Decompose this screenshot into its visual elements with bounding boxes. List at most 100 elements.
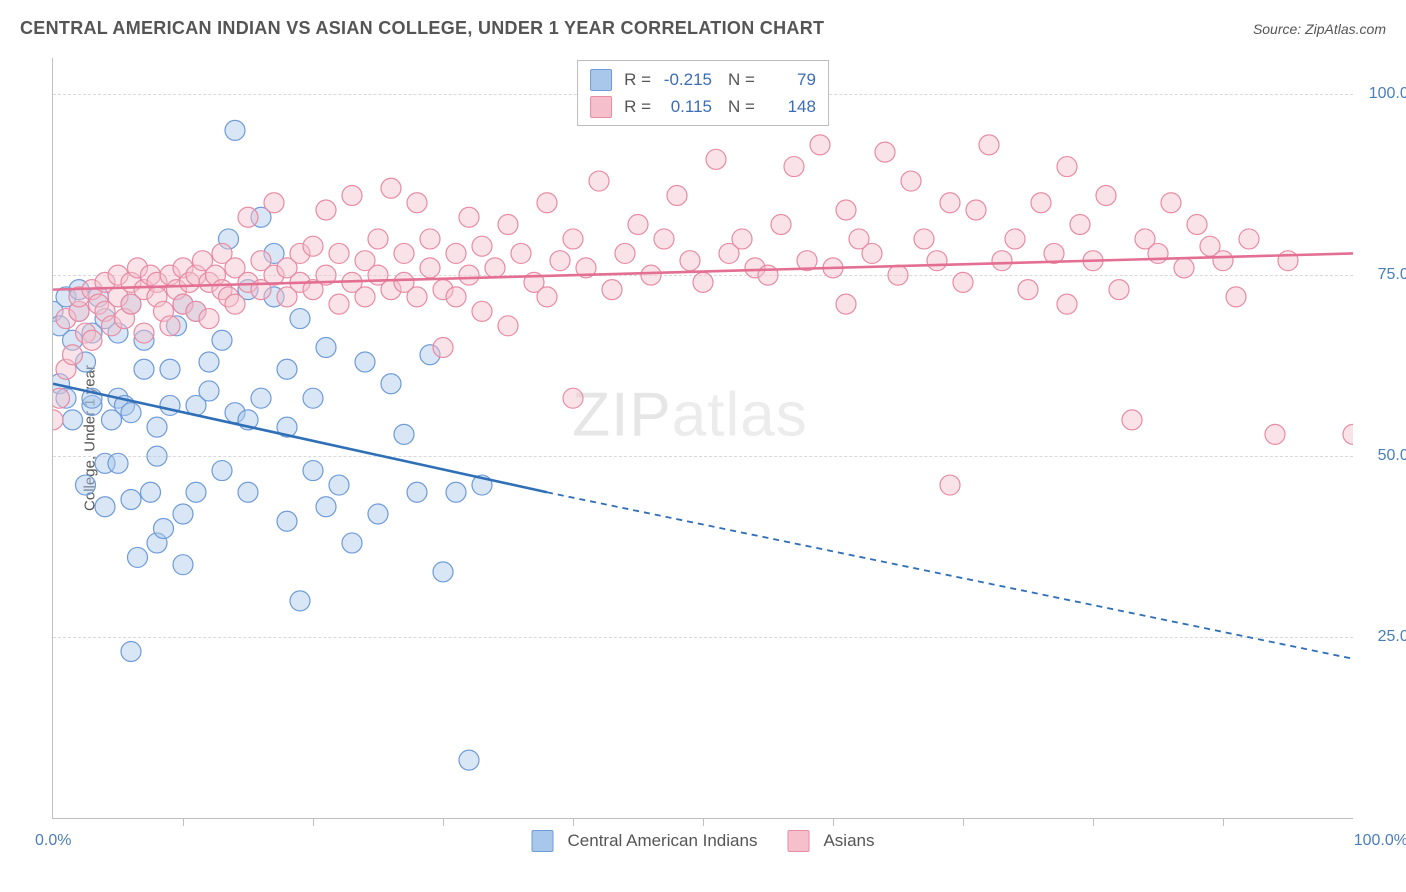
data-point	[537, 193, 557, 213]
data-point	[1057, 294, 1077, 314]
data-point	[1265, 424, 1285, 444]
data-point	[407, 287, 427, 307]
data-point	[407, 193, 427, 213]
data-point	[199, 352, 219, 372]
data-point	[160, 395, 180, 415]
regression-line-extrapolated	[547, 492, 1353, 658]
y-tick-label: 50.0%	[1363, 447, 1406, 465]
r-value: -0.215	[657, 66, 712, 93]
data-point	[238, 207, 258, 227]
data-point	[303, 236, 323, 256]
data-point	[1070, 214, 1090, 234]
data-point	[875, 142, 895, 162]
correlation-legend: R = -0.215 N = 79 R = 0.115 N = 148	[577, 60, 829, 126]
data-point	[329, 243, 349, 263]
y-tick-label: 100.0%	[1363, 85, 1406, 103]
r-label: R =	[624, 93, 651, 120]
data-point	[1005, 229, 1025, 249]
data-point	[836, 200, 856, 220]
data-point	[498, 214, 518, 234]
data-point	[329, 475, 349, 495]
x-axis-max-label: 100.0%	[1354, 832, 1406, 850]
data-point	[1031, 193, 1051, 213]
data-point	[225, 294, 245, 314]
data-point	[472, 236, 492, 256]
data-point	[128, 547, 148, 567]
data-point	[537, 287, 557, 307]
data-point	[186, 482, 206, 502]
data-point	[1239, 229, 1259, 249]
data-point	[238, 482, 258, 502]
data-point	[160, 359, 180, 379]
data-point	[420, 258, 440, 278]
data-point	[173, 555, 193, 575]
data-point	[472, 301, 492, 321]
chart-title: CENTRAL AMERICAN INDIAN VS ASIAN COLLEGE…	[20, 18, 824, 39]
data-point	[225, 120, 245, 140]
x-tick	[313, 818, 314, 826]
n-label: N =	[728, 66, 755, 93]
data-point	[1096, 186, 1116, 206]
data-point	[992, 251, 1012, 271]
data-point	[1109, 280, 1129, 300]
data-point	[654, 229, 674, 249]
data-point	[63, 345, 83, 365]
data-point	[134, 323, 154, 343]
data-point	[394, 424, 414, 444]
data-point	[1018, 280, 1038, 300]
data-point	[680, 251, 700, 271]
data-point	[810, 135, 830, 155]
data-point	[706, 149, 726, 169]
swatch-blue-icon	[590, 69, 612, 91]
data-point	[1278, 251, 1298, 271]
data-point	[316, 497, 336, 517]
data-point	[615, 243, 635, 263]
data-point	[758, 265, 778, 285]
data-point	[82, 330, 102, 350]
data-point	[394, 243, 414, 263]
data-point	[862, 243, 882, 263]
data-point	[1122, 410, 1142, 430]
data-point	[940, 193, 960, 213]
data-point	[342, 186, 362, 206]
data-point	[63, 410, 83, 430]
data-point	[355, 352, 375, 372]
legend-item: Asians	[787, 830, 874, 852]
data-point	[927, 251, 947, 271]
source-attribution: Source: ZipAtlas.com	[1253, 21, 1386, 37]
data-point	[433, 562, 453, 582]
x-tick	[443, 818, 444, 826]
data-point	[1226, 287, 1246, 307]
data-point	[381, 374, 401, 394]
data-point	[160, 316, 180, 336]
data-point	[212, 461, 232, 481]
data-point	[1148, 243, 1168, 263]
data-point	[485, 258, 505, 278]
data-point	[693, 272, 713, 292]
data-point	[154, 518, 174, 538]
data-point	[433, 338, 453, 358]
regression-line	[53, 384, 547, 493]
data-point	[563, 388, 583, 408]
data-point	[446, 243, 466, 263]
legend-row: R = 0.115 N = 148	[590, 93, 816, 120]
data-point	[147, 446, 167, 466]
data-point	[199, 381, 219, 401]
data-point	[836, 294, 856, 314]
data-point	[303, 461, 323, 481]
data-point	[459, 207, 479, 227]
data-point	[589, 171, 609, 191]
data-point	[251, 388, 271, 408]
data-point	[420, 229, 440, 249]
x-axis-min-label: 0.0%	[35, 832, 71, 850]
data-point	[303, 388, 323, 408]
data-point	[1174, 258, 1194, 278]
data-point	[76, 475, 96, 495]
x-tick	[963, 818, 964, 826]
data-point	[316, 200, 336, 220]
data-point	[914, 229, 934, 249]
data-point	[732, 229, 752, 249]
data-point	[316, 338, 336, 358]
swatch-blue-icon	[532, 830, 554, 852]
data-point	[108, 453, 128, 473]
